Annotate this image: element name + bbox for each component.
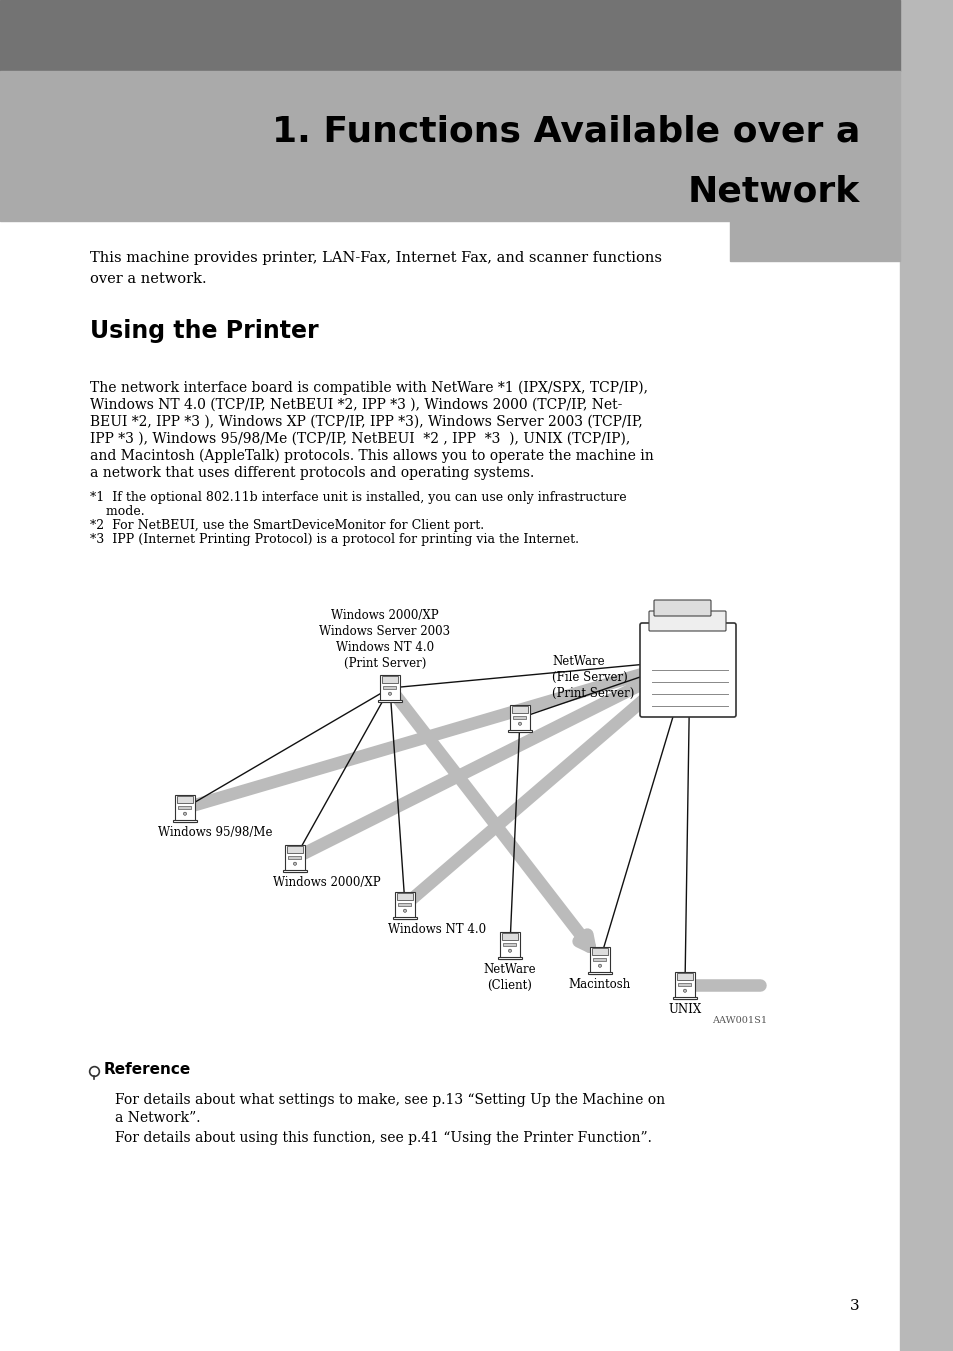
FancyBboxPatch shape: [639, 623, 735, 717]
Bar: [285, 844, 305, 873]
Text: For details about using this function, see p.41 “Using the Printer Function”.: For details about using this function, s…: [115, 1131, 651, 1146]
Text: *2  For NetBEUI, use the SmartDeviceMonitor for Client port.: *2 For NetBEUI, use the SmartDeviceMonit…: [90, 519, 483, 532]
Bar: [379, 676, 399, 703]
Text: Windows NT 4.0: Windows NT 4.0: [388, 923, 485, 936]
Text: NetWare
(Client): NetWare (Client): [483, 963, 536, 992]
Text: Macintosh: Macintosh: [568, 978, 631, 992]
Bar: [678, 984, 691, 986]
Bar: [675, 971, 694, 1000]
Circle shape: [183, 812, 187, 815]
Bar: [499, 932, 519, 959]
Text: 1. Functions Available over a: 1. Functions Available over a: [272, 113, 859, 149]
Bar: [508, 730, 531, 732]
Text: IPP *3 ), Windows 95/98/Me (TCP/IP, NetBEUI  *2 , IPP  *3  ), UNIX (TCP/IP),: IPP *3 ), Windows 95/98/Me (TCP/IP, NetB…: [90, 432, 630, 446]
Text: 3: 3: [849, 1300, 859, 1313]
Text: This machine provides printer, LAN-Fax, Internet Fax, and scanner functions
over: This machine provides printer, LAN-Fax, …: [90, 251, 661, 285]
Bar: [378, 700, 401, 703]
Text: mode.: mode.: [90, 505, 145, 517]
Bar: [497, 957, 521, 959]
Bar: [175, 794, 194, 823]
Text: NetWare
(File Server)
(Print Server): NetWare (File Server) (Print Server): [552, 655, 634, 700]
Circle shape: [388, 692, 391, 696]
Bar: [287, 846, 302, 852]
Bar: [510, 705, 529, 732]
Bar: [590, 947, 609, 974]
Text: *1  If the optional 802.11b interface unit is installed, you can use only infras: *1 If the optional 802.11b interface uni…: [90, 490, 626, 504]
Text: Network: Network: [687, 174, 859, 208]
Bar: [283, 870, 306, 873]
Bar: [398, 904, 411, 907]
FancyBboxPatch shape: [654, 600, 710, 616]
Bar: [512, 707, 527, 713]
Text: and Macintosh (AppleTalk) protocols. This allows you to operate the machine in: and Macintosh (AppleTalk) protocols. Thi…: [90, 449, 653, 463]
Text: Windows 2000/XP
Windows Server 2003
Windows NT 4.0
(Print Server): Windows 2000/XP Windows Server 2003 Wind…: [319, 609, 450, 670]
FancyBboxPatch shape: [648, 611, 725, 631]
Bar: [673, 997, 696, 1000]
Circle shape: [403, 909, 406, 912]
Text: Windows NT 4.0 (TCP/IP, NetBEUI *2, IPP *3 ), Windows 2000 (TCP/IP, Net-: Windows NT 4.0 (TCP/IP, NetBEUI *2, IPP …: [90, 399, 621, 412]
Bar: [396, 893, 413, 900]
Bar: [393, 917, 416, 919]
Text: Reference: Reference: [104, 1062, 191, 1078]
Text: The network interface board is compatible with NetWare *1 (IPX/SPX, TCP/IP),: The network interface board is compatibl…: [90, 381, 647, 396]
Bar: [178, 807, 192, 809]
Bar: [503, 943, 516, 946]
Text: UNIX: UNIX: [668, 1004, 700, 1016]
Bar: [288, 857, 301, 859]
Bar: [677, 973, 692, 979]
Text: Windows 2000/XP: Windows 2000/XP: [273, 877, 380, 889]
Circle shape: [517, 723, 521, 725]
Circle shape: [598, 965, 601, 967]
Bar: [513, 716, 526, 719]
Text: AAW001S1: AAW001S1: [712, 1016, 767, 1025]
Text: Using the Printer: Using the Printer: [90, 319, 318, 343]
Bar: [592, 948, 607, 955]
Bar: [729, 222, 899, 261]
Text: *3  IPP (Internet Printing Protocol) is a protocol for printing via the Internet: *3 IPP (Internet Printing Protocol) is a…: [90, 534, 578, 546]
Bar: [0, 0, 899, 72]
Bar: [383, 686, 396, 689]
Text: a network that uses different protocols and operating systems.: a network that uses different protocols …: [90, 466, 534, 480]
Circle shape: [508, 950, 511, 952]
Bar: [395, 892, 415, 919]
Text: BEUI *2, IPP *3 ), Windows XP (TCP/IP, IPP *3), Windows Server 2003 (TCP/IP,: BEUI *2, IPP *3 ), Windows XP (TCP/IP, I…: [90, 415, 642, 430]
Bar: [588, 971, 611, 974]
Bar: [501, 934, 517, 940]
Text: For details about what settings to make, see p.13 “Setting Up the Machine on: For details about what settings to make,…: [115, 1093, 664, 1106]
Text: Windows 95/98/Me: Windows 95/98/Me: [157, 827, 272, 839]
Bar: [899, 0, 953, 1351]
Bar: [177, 796, 193, 802]
Bar: [0, 72, 899, 222]
Circle shape: [682, 989, 686, 992]
Circle shape: [294, 862, 296, 865]
Bar: [382, 677, 397, 682]
Bar: [593, 958, 606, 962]
Bar: [173, 820, 196, 823]
Text: a Network”.: a Network”.: [115, 1111, 200, 1125]
